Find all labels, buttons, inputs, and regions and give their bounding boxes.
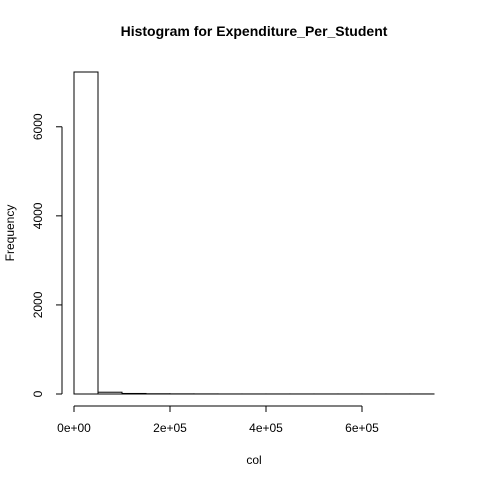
y-tick-label-3: 6000 xyxy=(31,113,45,140)
y-axis: 0 2000 4000 6000 xyxy=(31,113,63,397)
y-tick-label-2: 4000 xyxy=(31,202,45,229)
y-axis-label: Frequency xyxy=(3,205,17,262)
x-tick-label-1: 2e+05 xyxy=(153,421,187,435)
histogram-bar-0 xyxy=(73,71,99,395)
x-axis-label: col xyxy=(246,453,261,467)
x-tick-label-3: 6e+05 xyxy=(345,421,379,435)
x-axis: 0e+00 2e+05 4e+05 6e+05 xyxy=(57,405,379,435)
x-tick-label-2: 4e+05 xyxy=(249,421,283,435)
y-tick-label-1: 2000 xyxy=(31,291,45,318)
histogram-bar-1 xyxy=(97,391,123,395)
histogram-bars xyxy=(73,71,435,395)
y-tick-label-0: 0 xyxy=(31,390,45,397)
histogram-bar-2 xyxy=(121,392,147,395)
x-tick-label-0: 0e+00 xyxy=(57,421,91,435)
chart-title: Histogram for Expenditure_Per_Student xyxy=(121,23,388,39)
